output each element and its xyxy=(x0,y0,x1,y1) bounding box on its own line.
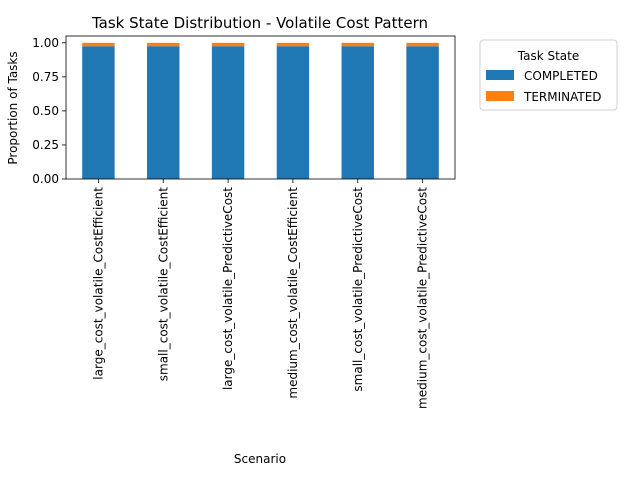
y-tick-label-0: 0.00 xyxy=(32,172,59,186)
legend-swatch-terminated xyxy=(486,91,514,101)
chart-title: Task State Distribution - Volatile Cost … xyxy=(91,14,428,32)
plot-area: large_cost_volatile_CostEfficient small_c… xyxy=(32,35,456,409)
legend-swatch-completed xyxy=(486,70,514,80)
x-tick-label-4: small_cost_volatile_PredictiveCost xyxy=(351,187,365,392)
bar-completed-3 xyxy=(276,46,310,179)
x-axis-label: Scenario xyxy=(234,452,286,466)
x-tick-label-1: small_cost_volatile_CostEfficient xyxy=(156,187,170,382)
legend-title: Task State xyxy=(517,49,579,63)
bar-completed-2 xyxy=(211,46,245,179)
x-tick-label-0: large_cost_volatile_CostEfficient xyxy=(91,187,105,380)
y-tick-label-3: 0.75 xyxy=(32,70,59,84)
legend-entries: COMPLETED TERMINATED xyxy=(486,69,602,104)
bar-terminated-3 xyxy=(276,42,310,47)
bar-completed-1 xyxy=(147,46,180,179)
bar-terminated-0 xyxy=(82,42,115,47)
bar-terminated-1 xyxy=(147,42,180,47)
bar-terminated-4 xyxy=(341,42,374,47)
axes-frame xyxy=(65,35,456,180)
bar-completed-5 xyxy=(406,46,439,179)
bar-completed-0 xyxy=(82,46,115,179)
y-tick-label-2: 0.50 xyxy=(32,104,59,118)
x-tick-label-2: large_cost_volatile_PredictiveCost xyxy=(221,187,235,390)
y-tick-label-1: 0.25 xyxy=(32,138,59,152)
legend-label-completed: COMPLETED xyxy=(524,69,598,83)
x-tick-label-5: medium_cost_volatile_PredictiveCost xyxy=(416,187,430,409)
y-tick-label-4: 1.00 xyxy=(32,36,59,50)
x-tick-label-3: medium_cost_volatile_CostEfficient xyxy=(286,187,300,399)
legend: Task State COMPLETED TERMINATED xyxy=(479,39,618,111)
bar-terminated-5 xyxy=(406,42,439,47)
legend-frame xyxy=(479,39,618,111)
legend-label-terminated: TERMINATED xyxy=(523,90,602,104)
bar-terminated-2 xyxy=(211,42,245,47)
bar-completed-4 xyxy=(341,46,374,179)
y-axis-label: Proportion of Tasks xyxy=(6,51,20,164)
